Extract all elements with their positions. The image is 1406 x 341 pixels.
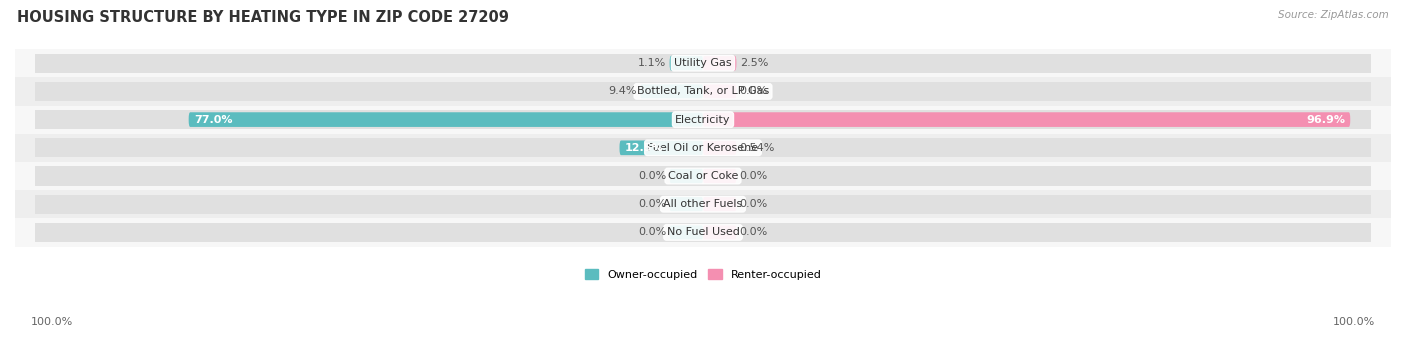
Text: 96.9%: 96.9% [1306,115,1346,124]
Bar [703,82,1371,101]
Bar [15,134,1391,162]
Text: All other Fuels: All other Fuels [664,199,742,209]
Bar [15,218,1391,247]
Bar [35,166,703,186]
FancyBboxPatch shape [703,112,1350,127]
FancyBboxPatch shape [669,225,703,240]
Text: 2.5%: 2.5% [740,58,768,68]
Bar [35,54,703,73]
Bar [15,105,1391,134]
Text: No Fuel Used: No Fuel Used [666,227,740,237]
FancyBboxPatch shape [669,56,703,71]
FancyBboxPatch shape [669,197,703,211]
FancyBboxPatch shape [703,169,737,183]
Text: Bottled, Tank, or LP Gas: Bottled, Tank, or LP Gas [637,86,769,97]
FancyBboxPatch shape [703,84,737,99]
Text: 9.4%: 9.4% [609,86,637,97]
Text: 1.1%: 1.1% [638,58,666,68]
Text: 12.5%: 12.5% [624,143,664,153]
Text: Source: ZipAtlas.com: Source: ZipAtlas.com [1278,10,1389,20]
Bar [15,190,1391,218]
Bar [35,110,703,129]
FancyBboxPatch shape [703,197,737,211]
Text: 0.0%: 0.0% [740,86,768,97]
Text: Fuel Oil or Kerosene: Fuel Oil or Kerosene [647,143,759,153]
Bar [703,223,1371,242]
Bar [703,54,1371,73]
Text: 0.0%: 0.0% [740,227,768,237]
Text: HOUSING STRUCTURE BY HEATING TYPE IN ZIP CODE 27209: HOUSING STRUCTURE BY HEATING TYPE IN ZIP… [17,10,509,25]
Text: 0.54%: 0.54% [740,143,775,153]
Bar [703,110,1371,129]
Bar [703,138,1371,158]
FancyBboxPatch shape [640,84,703,99]
Legend: Owner-occupied, Renter-occupied: Owner-occupied, Renter-occupied [581,265,825,284]
Bar [15,49,1391,77]
Text: 0.0%: 0.0% [638,199,666,209]
Bar [15,162,1391,190]
Bar [35,223,703,242]
Text: Utility Gas: Utility Gas [675,58,731,68]
FancyBboxPatch shape [703,56,737,71]
Bar [35,195,703,214]
Bar [703,195,1371,214]
Bar [35,82,703,101]
Text: Electricity: Electricity [675,115,731,124]
FancyBboxPatch shape [703,225,737,240]
FancyBboxPatch shape [188,112,703,127]
Text: Coal or Coke: Coal or Coke [668,171,738,181]
FancyBboxPatch shape [669,169,703,183]
Text: 0.0%: 0.0% [740,199,768,209]
Bar [35,138,703,158]
FancyBboxPatch shape [620,140,703,155]
Bar [703,166,1371,186]
Bar [15,77,1391,105]
Text: 0.0%: 0.0% [638,227,666,237]
Text: 100.0%: 100.0% [1333,317,1375,327]
Text: 0.0%: 0.0% [638,171,666,181]
Text: 0.0%: 0.0% [740,171,768,181]
FancyBboxPatch shape [703,140,737,155]
Text: 100.0%: 100.0% [31,317,73,327]
Text: 77.0%: 77.0% [194,115,232,124]
